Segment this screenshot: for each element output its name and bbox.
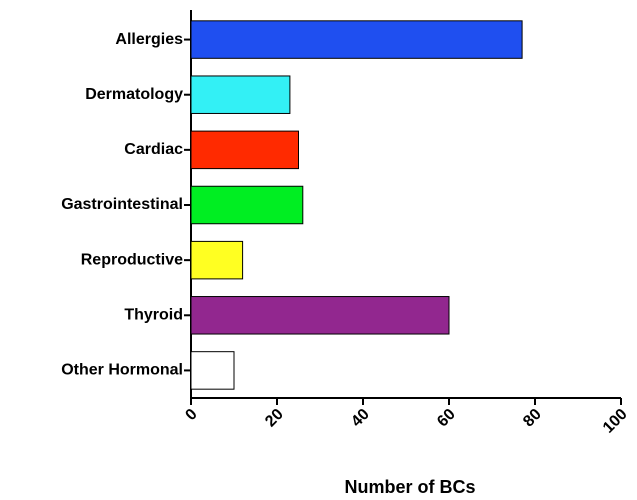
y-tick-label: Cardiac xyxy=(124,141,183,158)
y-tick-label: Gastrointestinal xyxy=(61,196,183,213)
y-tick-label: Allergies xyxy=(115,31,183,48)
x-tick-label: 20 xyxy=(262,406,287,431)
bar xyxy=(190,351,235,390)
x-tick-label: 0 xyxy=(182,406,200,424)
bar xyxy=(190,75,291,114)
bar xyxy=(190,185,304,225)
bar xyxy=(190,130,299,170)
x-tick-label: 80 xyxy=(520,406,545,431)
x-axis-label: Number of BCs xyxy=(344,477,475,497)
y-tick-label: Dermatology xyxy=(85,86,183,103)
x-tick-label: 40 xyxy=(348,406,373,431)
x-tick-label: 100 xyxy=(600,406,631,437)
bar xyxy=(190,240,244,280)
y-tick-label: Other Hormonal xyxy=(61,362,183,379)
x-tick-label: 60 xyxy=(434,406,459,431)
y-tick-label: Thyroid xyxy=(124,307,183,324)
y-tick-label: Reproductive xyxy=(81,251,183,268)
bar xyxy=(190,20,523,59)
bar xyxy=(190,296,450,335)
